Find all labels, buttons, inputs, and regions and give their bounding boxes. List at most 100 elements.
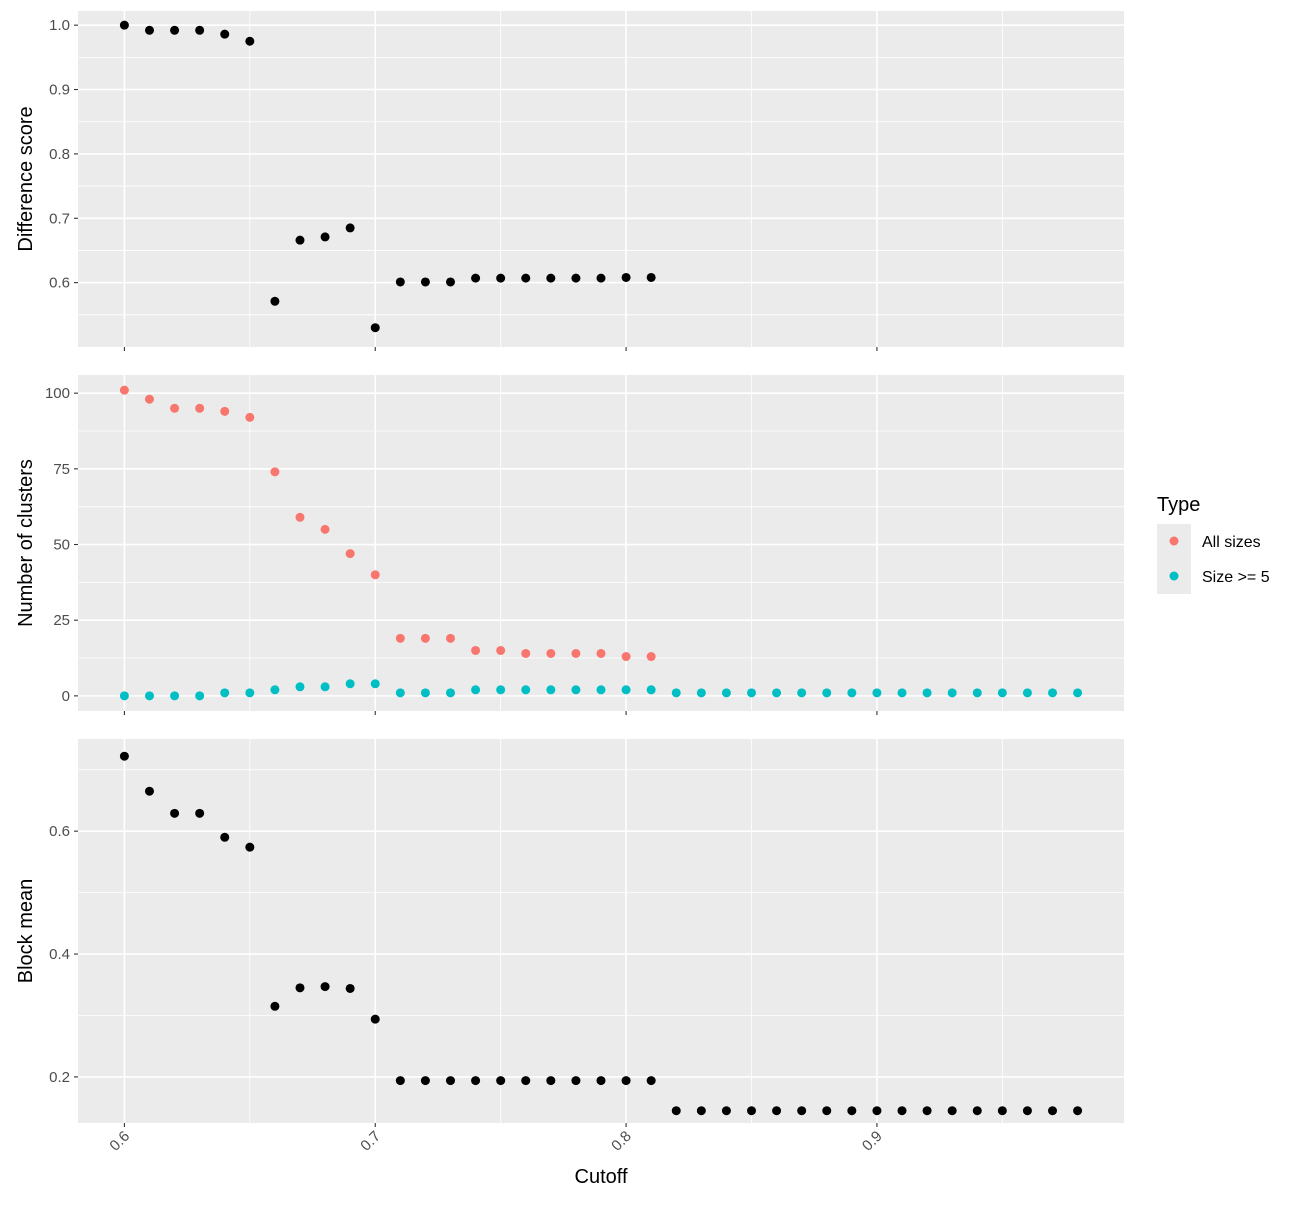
data-point [445,1076,455,1086]
panel-clusters: 0 25 50 75 100 Number of clusters [15,375,1124,715]
data-point [345,983,355,993]
data-point [596,685,606,695]
series-difference-0 [119,20,656,333]
data-point [646,272,656,282]
data-point [119,20,129,30]
panel-blockmean: 0.2 0.4 0.6 Block mean [15,739,1124,1127]
data-point [571,1076,581,1086]
data-point [420,633,430,643]
data-point [897,688,907,698]
data-point [295,682,305,692]
data-point [195,691,205,701]
data-point [420,1076,430,1086]
data-point [320,524,330,534]
data-point [922,688,932,698]
data-point [395,1076,405,1086]
data-point [195,403,205,413]
data-point [696,1106,706,1116]
data-point [696,688,706,698]
data-point [772,1106,782,1116]
data-point [245,36,255,46]
data-point [521,648,531,658]
y-axis-title-clusters: Number of clusters [15,459,37,627]
data-point [245,412,255,422]
data-point [119,691,129,701]
data-point [245,842,255,852]
data-point [972,1106,982,1116]
data-point [420,277,430,287]
data-point [496,1076,506,1086]
data-point [721,688,731,698]
y-axis-title-difference: Difference score [15,106,37,251]
data-point [295,983,305,993]
data-point [1048,1106,1058,1116]
data-point [370,1014,380,1024]
y-tick-label: 100 [45,385,70,402]
data-point [546,273,556,283]
data-point [119,751,129,761]
data-point [195,808,205,818]
panel-difference: 0.6 0.7 0.8 0.9 1.0 Difference score [15,11,1124,351]
data-point [270,1001,280,1011]
data-point [646,1076,656,1086]
data-point [220,406,230,416]
data-point [822,688,832,698]
data-point [671,1106,681,1116]
data-point [245,688,255,698]
y-tick-label: 0.8 [49,146,70,163]
data-point [646,685,656,695]
data-point [270,467,280,477]
data-point [320,232,330,242]
data-point [370,323,380,333]
y-tick-label: 0.4 [49,946,70,963]
data-point [947,688,957,698]
data-point [420,688,430,698]
data-point [596,273,606,283]
data-point [170,403,180,413]
panel-background [78,375,1124,711]
data-point [471,1076,481,1086]
legend-key-size-ge-5 [1169,571,1179,581]
data-point [345,679,355,689]
data-point [772,688,782,698]
data-point [395,688,405,698]
data-point [646,652,656,662]
data-point [370,679,380,689]
data-point [170,691,180,701]
data-point [546,1076,556,1086]
data-point [897,1106,907,1116]
data-point [471,645,481,655]
data-point [170,25,180,35]
data-point [972,688,982,698]
data-point [295,512,305,522]
data-point [445,688,455,698]
data-point [621,685,631,695]
data-point [270,296,280,306]
data-point [144,25,154,35]
y-tick-label: 0.6 [49,823,70,840]
y-tick-label: 25 [53,612,70,629]
y-axis-title-blockmean: Block mean [15,879,37,984]
data-point [445,633,455,643]
data-point [847,1106,857,1116]
data-point [1048,688,1058,698]
data-point [797,688,807,698]
data-point [997,688,1007,698]
panel-background [78,11,1124,347]
data-point [1073,688,1083,698]
data-point [496,685,506,695]
panel-background [78,739,1124,1123]
y-tick-label: 75 [53,461,70,478]
data-point [596,1076,606,1086]
data-point [571,648,581,658]
data-point [747,688,757,698]
data-point [1022,688,1032,698]
data-point [345,549,355,559]
y-tick-label: 1.0 [49,17,70,34]
series-clusters-0 [119,385,656,662]
data-point [922,1106,932,1116]
data-point [621,1076,631,1086]
data-point [170,808,180,818]
